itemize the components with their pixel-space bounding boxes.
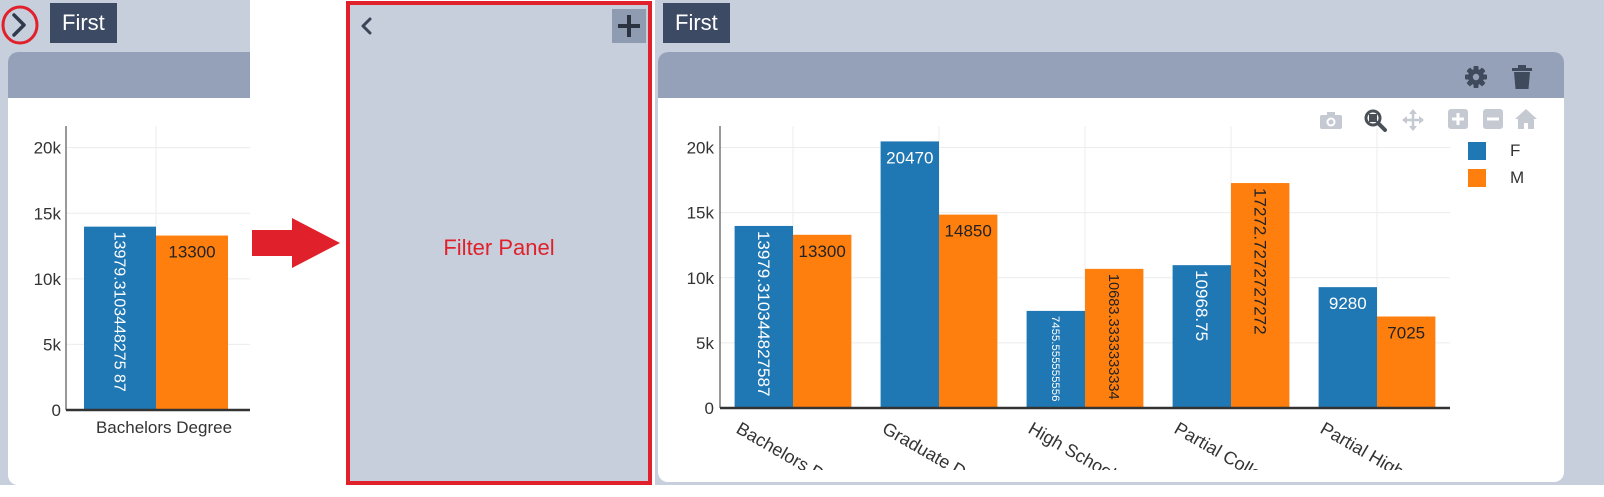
left-bar-chart: 0 5k 10k 15k 20k 13979.3103448275 87 13300 Bach… — [34, 126, 250, 437]
trash-icon — [1512, 65, 1532, 89]
bar-value-label: 13300 — [168, 243, 215, 262]
card-header — [658, 52, 1564, 98]
y-tick-label: 20k — [34, 139, 62, 158]
y-tick-label: 0 — [705, 399, 714, 418]
dashboard-panel: First — [655, 0, 1604, 485]
bar-value-label: 13979.3103448275 87 — [110, 232, 127, 392]
settings-button[interactable] — [1464, 65, 1488, 89]
pan-icon[interactable] — [1402, 109, 1424, 131]
chart-legend: F M — [1468, 138, 1548, 194]
grouped-bar-chart: 0 5k 10k 15k 20k 13979.310344827587 20470 7455.… — [687, 126, 1460, 482]
chevron-left-icon — [361, 17, 372, 35]
bar-value-label: 17272.7272727272 — [1250, 188, 1269, 335]
y-tick-label: 15k — [687, 204, 715, 223]
chart-modebar — [1316, 106, 1546, 132]
zoom-icon[interactable] — [1364, 109, 1387, 132]
x-tick-label: Graduate Degree — [879, 418, 1009, 482]
y-tick-label: 20k — [687, 139, 715, 158]
bar-value-label: 13300 — [799, 242, 846, 261]
collapsed-dashboard-panel: First 0 5k 10k 15k 20k 13979.3103448275 87 133… — [0, 0, 250, 485]
legend-swatch-m — [1468, 169, 1486, 187]
bar-value-label: 10683.3333333334 — [1105, 274, 1121, 400]
x-tick-label: Partial High School — [1317, 418, 1460, 482]
y-tick-label: 15k — [34, 204, 62, 223]
chart-card: 0 5k 10k 15k 20k 13979.310344827587 20470 7455.… — [658, 52, 1564, 482]
legend-item-m[interactable]: M — [1468, 169, 1548, 189]
home-icon[interactable] — [1515, 109, 1537, 129]
filter-panel: Filter Panel — [346, 1, 652, 485]
add-button[interactable] — [612, 9, 646, 43]
card-header — [8, 52, 250, 98]
delete-button[interactable] — [1510, 64, 1534, 90]
y-tick-label: 10k — [687, 269, 715, 288]
camera-icon[interactable] — [1320, 112, 1342, 129]
bar-f[interactable] — [1318, 287, 1377, 408]
bar-value-label: 20470 — [886, 148, 933, 167]
y-tick-label: 0 — [52, 401, 61, 420]
filter-panel-label: Filter Panel — [443, 235, 555, 260]
legend-label-m: M — [1510, 168, 1525, 187]
y-tick-label: 5k — [43, 335, 61, 354]
zoom-out-icon[interactable] — [1483, 109, 1503, 129]
legend-item-f[interactable]: F — [1468, 142, 1548, 162]
x-tick-label: High School — [1025, 418, 1119, 482]
arrow-right-icon — [252, 218, 340, 268]
tab-first[interactable]: First — [50, 3, 117, 43]
chevron-right-icon — [1, 5, 39, 45]
bar-m[interactable] — [156, 235, 228, 410]
x-tick-label: Bachelors Degree — [733, 418, 868, 482]
y-tick-label: 5k — [696, 334, 714, 353]
bar-f[interactable] — [880, 141, 939, 409]
tab-first[interactable]: First — [663, 3, 730, 43]
bar-m[interactable] — [1085, 268, 1144, 408]
expand-button[interactable] — [0, 3, 40, 45]
bar-f[interactable] — [84, 226, 156, 410]
legend-swatch-f — [1468, 142, 1486, 160]
plus-icon — [618, 15, 640, 37]
gear-icon — [1465, 66, 1487, 88]
collapse-button[interactable] — [354, 11, 378, 39]
bar-m[interactable] — [1231, 183, 1290, 408]
bar-value-label: 14850 — [945, 222, 992, 241]
bar-m[interactable] — [793, 234, 852, 408]
zoom-in-icon[interactable] — [1448, 109, 1468, 129]
bar-value-label: 13979.310344827587 — [754, 231, 773, 396]
bar-value-label: 9280 — [1329, 294, 1367, 313]
x-tick-label: Partial College — [1171, 418, 1282, 482]
bar-value-label: 7025 — [1387, 324, 1425, 343]
bar-m[interactable] — [1377, 316, 1436, 408]
bar-f[interactable] — [734, 225, 793, 408]
bar-value-label: 7455.555555556 — [1049, 316, 1061, 402]
left-chart-card: 0 5k 10k 15k 20k 13979.3103448275 87 13300 Bach… — [8, 52, 250, 485]
y-tick-label: 10k — [34, 270, 62, 289]
x-tick-label: Bachelors Degree — [96, 418, 232, 437]
bar-m[interactable] — [939, 214, 998, 408]
legend-label-f: F — [1510, 141, 1521, 160]
bar-f[interactable] — [1172, 265, 1231, 408]
bar-f[interactable] — [1026, 310, 1085, 408]
bar-value-label: 10968.75 — [1192, 270, 1211, 341]
